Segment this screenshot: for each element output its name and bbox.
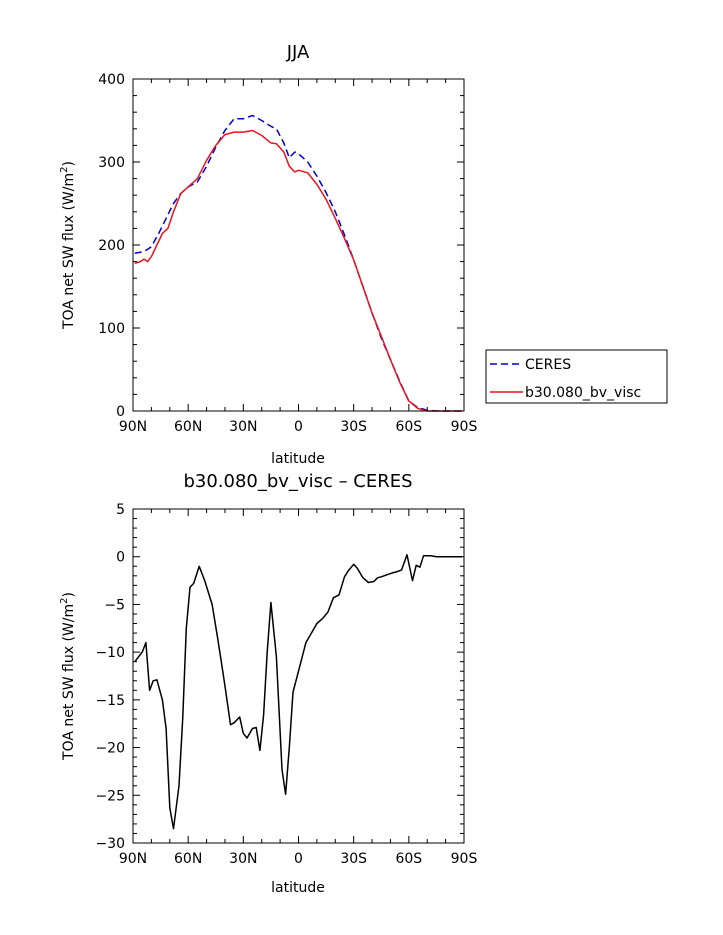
- bottom-chart-xtick-label: 90N: [119, 851, 147, 867]
- top-chart-ytick-label: 300: [98, 155, 125, 171]
- top-chart-xtick-label: 0: [294, 419, 303, 435]
- bottom-chart-ytick-label: −10: [95, 645, 125, 661]
- top-chart-series-ceres: [134, 114, 463, 412]
- top-chart-series-b30-080-bv-visc: [134, 129, 463, 412]
- top-chart-ytick-label: 0: [116, 404, 125, 420]
- bottom-chart-ylabel: TOA net SW flux (W/m2): [59, 592, 77, 761]
- bottom-chart-ytick-label: −30: [95, 836, 125, 852]
- top-chart-ytick-label: 400: [98, 72, 125, 88]
- top-chart-xtick-label: 90N: [119, 419, 147, 435]
- top-chart-xtick-label: 60S: [395, 419, 422, 435]
- legend: CERES b30.080_bv_visc: [485, 349, 668, 404]
- bottom-chart-frame: [132, 508, 465, 844]
- top-chart-ytick-label: 200: [98, 238, 125, 254]
- bottom-chart-ylabel-superscript: 2: [59, 598, 70, 604]
- top-chart-curves: [134, 114, 463, 412]
- top-chart-frame: [132, 78, 465, 412]
- top-chart-ticks: 90N 60N 30N 0 30S 60S 90S 0 100 200 300 400: [98, 72, 477, 435]
- top-chart-xtick-label: 90S: [451, 419, 478, 435]
- bottom-chart-ticks: 90N 60N 30N 0 30S 60S 90S 5 0 −5 −10 −15 −20 −25 −30: [95, 502, 477, 867]
- bottom-chart-ytick-label: −15: [95, 693, 125, 709]
- top-chart-ylabel: TOA net SW flux (W/m2): [59, 161, 77, 330]
- legend-entry-model: b30.080_bv_visc: [525, 385, 641, 401]
- bottom-chart-xtick-label: 60S: [395, 851, 422, 867]
- top-chart-xtick-label: 30N: [229, 419, 257, 435]
- top-chart-ylabel-superscript: 2: [59, 167, 70, 173]
- bottom-chart-ytick-label: 0: [116, 550, 125, 566]
- bottom-chart-ytick-label: −5: [104, 597, 125, 613]
- bottom-chart-xtick-label: 0: [294, 851, 303, 867]
- bottom-chart-title: b30.080_bv_visc – CERES: [183, 471, 412, 492]
- bottom-chart-ylabel-main: TOA net SW flux (W/m: [61, 604, 77, 761]
- bottom-chart-xlabel: latitude: [271, 880, 325, 896]
- top-chart-xlabel: latitude: [271, 451, 325, 467]
- top-chart-xtick-label: 30S: [340, 419, 367, 435]
- bottom-chart-ytick-label: −20: [95, 741, 125, 757]
- bottom-chart-ytick-label: −25: [95, 788, 125, 804]
- bottom-chart-xtick-label: 30N: [229, 851, 257, 867]
- bottom-chart: b30.080_bv_visc – CERES 90N 60N 30N 0 30S 60S…: [59, 471, 477, 896]
- bottom-chart-ylabel-close: ): [61, 592, 77, 597]
- bottom-chart-xtick-label: 60N: [174, 851, 202, 867]
- legend-box: [485, 349, 668, 404]
- top-chart-title: JJA: [286, 42, 310, 63]
- top-chart-ylabel-close: ): [61, 161, 77, 166]
- top-chart-ytick-label: 100: [98, 321, 125, 337]
- top-chart-ylabel-main: TOA net SW flux (W/m: [61, 173, 77, 330]
- bottom-chart-ytick-label: 5: [116, 502, 125, 518]
- bottom-chart-curves: [134, 554, 463, 830]
- legend-entry-ceres: CERES: [525, 357, 571, 373]
- bottom-chart-xtick-label: 30S: [340, 851, 367, 867]
- top-chart-xtick-label: 60N: [174, 419, 202, 435]
- bottom-chart-series-difference: [134, 554, 463, 830]
- top-chart: JJA 90N 60N 30N 0 30S 60S 90S 0 100 200 300 400 lat…: [59, 42, 668, 467]
- bottom-chart-xtick-label: 90S: [451, 851, 478, 867]
